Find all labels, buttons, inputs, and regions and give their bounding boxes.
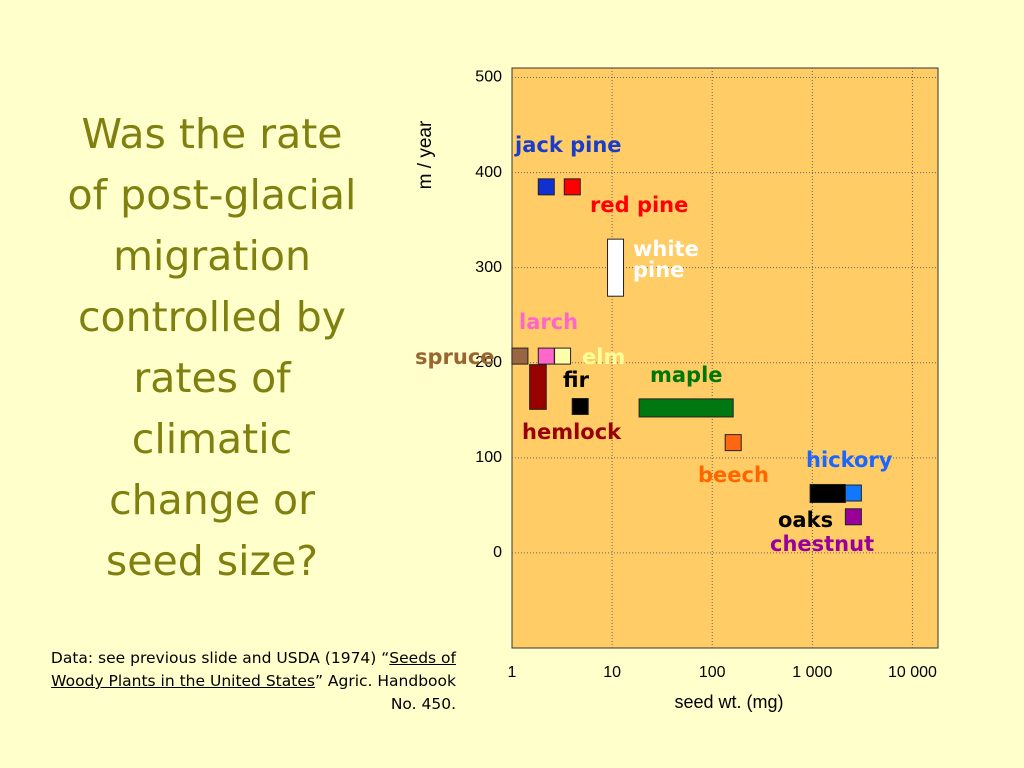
title-line: Was the rate [81, 110, 343, 158]
range-box [529, 364, 547, 410]
y-axis-label: m / year [415, 120, 436, 189]
title-line: of post-glacial [67, 171, 357, 219]
point-square [537, 178, 555, 196]
title-line: rates of [133, 354, 291, 402]
y-tick-label: 500 [475, 69, 502, 86]
title-line: climatic [131, 415, 293, 463]
title-line: controlled by [77, 293, 347, 341]
point-square [537, 347, 555, 365]
series-label: red pine [590, 193, 689, 217]
y-tick-label: 100 [475, 449, 502, 466]
title-line: migration [113, 232, 311, 280]
range-box [607, 238, 625, 297]
x-tick-label: 1 000 [792, 664, 832, 681]
series-label: oaks [778, 508, 834, 532]
series-label: white pine [633, 237, 699, 282]
series-label: spruce [415, 345, 495, 369]
x-tick-label: 1 [508, 664, 517, 681]
point-square [511, 347, 529, 365]
point-square [844, 508, 862, 526]
title-line: change or [109, 476, 315, 524]
point-square [563, 178, 581, 196]
range-box [638, 398, 734, 418]
series-label: chestnut [770, 532, 875, 556]
point-square [571, 397, 589, 415]
series-label: fir [563, 368, 589, 392]
y-tick-label: 400 [475, 164, 502, 181]
series-label: elm [582, 345, 626, 369]
footnote-line: Data: see previous slide and [50, 649, 272, 667]
footnote: Data: see previous slide and USDA (1974)… [30, 647, 456, 716]
plot-area [511, 67, 939, 649]
y-tick-label: 0 [493, 544, 502, 561]
y-tick-label: 300 [475, 259, 502, 276]
series-label: jack pine [515, 133, 622, 157]
series-label: hickory [806, 448, 893, 472]
series-label: hemlock [522, 420, 622, 444]
footnote-text: ” Agric. Handbook No. 450. [314, 672, 456, 713]
title-line: seed size? [105, 537, 319, 585]
series-label: larch [519, 310, 579, 334]
slide-title: Was the rate of post-glacial migration cont… [12, 104, 412, 592]
book-title: Seeds of Woody Plants in the United Stat… [51, 649, 456, 690]
x-tick-label: 100 [699, 664, 726, 681]
y-tick-label: 200 [475, 354, 502, 371]
point-square [554, 347, 572, 365]
footnote-text: USDA (1974) “ [276, 649, 390, 667]
point-square [844, 484, 862, 502]
x-tick-label: 10 [603, 664, 621, 681]
series-label: beech [698, 463, 769, 487]
range-box [809, 483, 846, 504]
point-square [724, 434, 742, 452]
x-tick-label: 10 000 [888, 664, 937, 681]
x-axis-label: seed wt. (mg) [674, 692, 783, 712]
series-label: maple [650, 363, 723, 387]
